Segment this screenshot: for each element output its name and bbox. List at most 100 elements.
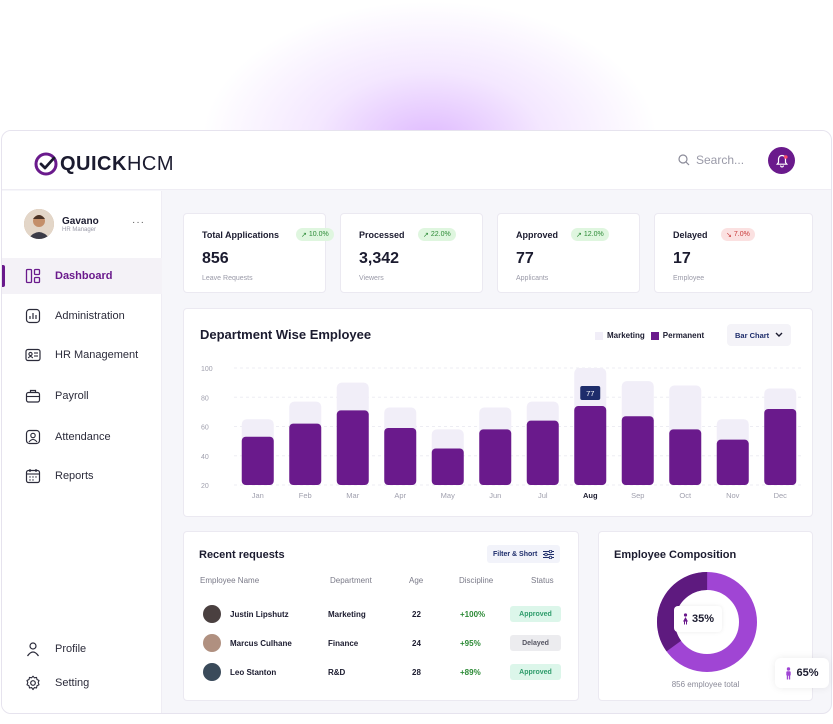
employee-name: Marcus Culhane <box>230 639 292 648</box>
table-row[interactable]: Leo Stanton R&D 28 +89% Approved <box>184 661 578 685</box>
male-percent: 65% <box>796 667 819 679</box>
background-glow <box>200 0 660 150</box>
stat-title: Delayed <box>673 230 708 240</box>
x-tick-label: Oct <box>679 491 692 500</box>
table-row[interactable]: Justin Lipshutz Marketing 22 +100% Appro… <box>184 603 578 627</box>
sidebar-item-profile[interactable]: Profile <box>2 631 162 667</box>
discipline: +95% <box>460 639 481 648</box>
stat-card-total-applications[interactable]: Total Applications ↗ 10.0% 856 Leave Requ… <box>183 213 334 293</box>
age: 28 <box>412 668 421 677</box>
x-tick-label: Sep <box>631 491 644 500</box>
administration-icon <box>25 308 41 324</box>
bar-permanent <box>621 416 654 485</box>
chart-title: Department Wise Employee <box>200 327 372 342</box>
sidebar-item-label: Reports <box>55 470 94 482</box>
status-badge: Approved <box>510 606 561 622</box>
stat-card-delayed[interactable]: Delayed ↘ 7.0% 17 Employee <box>654 213 813 293</box>
column-header-name[interactable]: Employee Name <box>200 576 260 585</box>
more-icon[interactable]: ··· <box>132 217 145 228</box>
calendar-icon <box>25 468 41 484</box>
top-bar: QUICKHCM Search... <box>2 131 831 190</box>
stat-title: Total Applications <box>202 230 280 240</box>
search-box[interactable]: Search... <box>678 153 744 167</box>
trend-up-icon: ↗ <box>423 231 429 239</box>
bar-permanent <box>431 448 464 485</box>
stat-card-approved[interactable]: Approved ↗ 12.0% 77 Applicants <box>497 213 640 293</box>
stat-card-processed[interactable]: Processed ↗ 22.0% 3,342 Viewers <box>340 213 483 293</box>
logo-q-icon <box>34 152 58 176</box>
stat-subtitle: Leave Requests <box>202 275 253 282</box>
user-profile[interactable]: Gavano HR Manager <box>24 209 99 239</box>
y-tick-label: 100 <box>201 366 213 373</box>
stat-subtitle: Applicants <box>516 275 549 282</box>
male-percent-badge: 65% <box>775 658 829 688</box>
x-tick-label: Apr <box>394 491 406 500</box>
search-icon <box>678 154 690 166</box>
y-tick-label: 80 <box>201 395 209 402</box>
sidebar-item-payroll[interactable]: Payroll <box>2 378 162 414</box>
trend-badge: ↗ 12.0% <box>571 228 609 241</box>
bar-permanent <box>241 436 274 485</box>
sidebar-item-setting[interactable]: Setting <box>2 665 162 701</box>
filter-sort-button[interactable]: Filter & Short <box>487 545 561 563</box>
discipline: +100% <box>460 610 486 619</box>
sidebar-item-label: HR Management <box>55 349 139 361</box>
sidebar-item-reports[interactable]: Reports <box>2 458 162 494</box>
y-tick-label: 20 <box>201 483 209 490</box>
x-tick-label: Jun <box>489 491 501 500</box>
bar-permanent <box>669 429 702 485</box>
age: 24 <box>412 639 421 648</box>
composition-title: Employee Composition <box>614 549 737 561</box>
legend-swatch-permanent <box>650 331 659 340</box>
column-header-age[interactable]: Age <box>409 576 424 585</box>
employee-name: Leo Stanton <box>230 668 277 677</box>
bar-permanent <box>384 427 417 485</box>
male-icon <box>786 666 792 679</box>
sidebar-item-hr-management[interactable]: HR Management <box>2 337 162 373</box>
sidebar-item-label: Attendance <box>55 431 111 443</box>
x-tick-label: Dec <box>774 491 788 500</box>
x-tick-label: Mar <box>346 491 359 500</box>
legend-label-permanent: Permanent <box>662 331 705 340</box>
table-row[interactable]: Marcus Culhane Finance 24 +95% Delayed <box>184 632 578 656</box>
bar-permanent <box>574 406 607 485</box>
trend-up-icon: ↗ <box>576 231 582 239</box>
employee-composition-card: Employee Composition 35% 856 employee to… <box>598 531 813 701</box>
bar-permanent <box>526 420 559 485</box>
department-chart-card: Department Wise Employee Marketing Perma… <box>183 308 813 517</box>
trend-up-icon: ↗ <box>301 231 307 239</box>
composition-total: 856 employee total <box>671 680 740 689</box>
brand-name: QUICKHCM <box>60 152 174 175</box>
column-header-discipline[interactable]: Discipline <box>459 576 494 585</box>
trend-badge: ↘ 7.0% <box>721 228 755 241</box>
sidebar-item-label: Dashboard <box>55 270 113 282</box>
department: R&D <box>328 668 346 677</box>
sidebar-item-dashboard[interactable]: Dashboard <box>2 258 162 294</box>
brand-logo[interactable]: QUICKHCM <box>33 151 174 177</box>
briefcase-icon <box>25 388 41 404</box>
filter-label: Filter & Short <box>493 550 538 558</box>
sidebar-item-attendance[interactable]: Attendance <box>2 419 162 455</box>
sidebar-item-label: Setting <box>55 677 90 689</box>
status-badge: Approved <box>510 664 561 680</box>
stat-subtitle: Viewers <box>359 275 384 282</box>
bar-permanent <box>479 429 512 485</box>
user-role: HR Manager <box>62 226 97 233</box>
bell-icon <box>775 154 788 167</box>
sidebar-item-administration[interactable]: Administration <box>2 298 162 334</box>
x-tick-label: Nov <box>726 491 740 500</box>
column-header-status[interactable]: Status <box>531 576 554 585</box>
x-tick-label: Feb <box>299 491 312 500</box>
sidebar-item-label: Profile <box>55 643 87 655</box>
chart-type-dropdown[interactable]: Bar Chart <box>727 324 792 346</box>
chevron-down-icon <box>775 332 783 337</box>
female-percent: 35% <box>691 613 715 625</box>
trend-badge: ↗ 10.0% <box>296 228 334 241</box>
column-header-department[interactable]: Department <box>330 576 372 585</box>
stat-value: 77 <box>516 250 534 267</box>
bar-permanent <box>336 410 369 485</box>
sidebar: Gavano HR Manager ··· Dashboard Administ… <box>2 191 162 713</box>
stat-title: Processed <box>359 230 405 240</box>
notification-button[interactable] <box>768 147 795 174</box>
search-placeholder: Search... <box>696 153 745 167</box>
